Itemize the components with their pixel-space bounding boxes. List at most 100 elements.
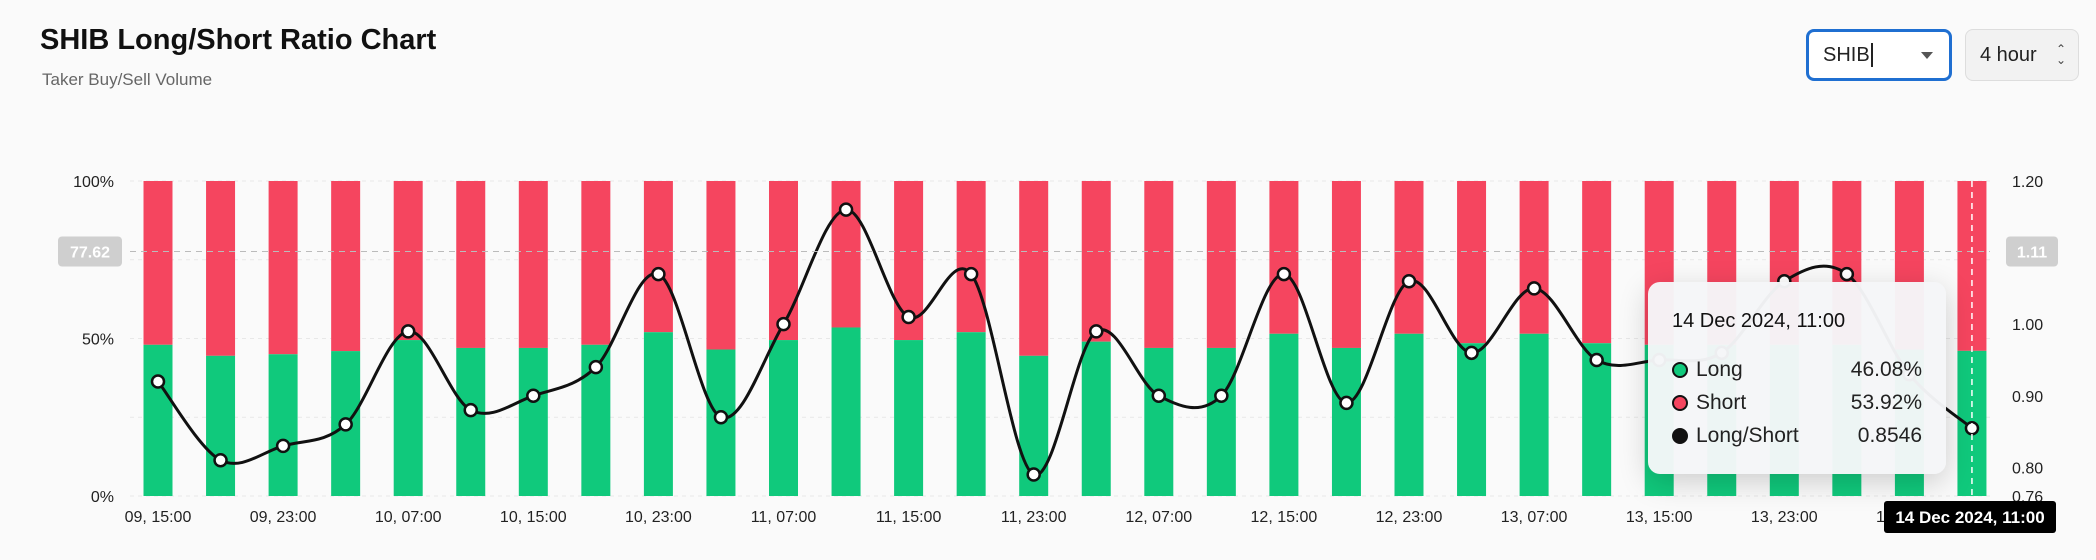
up-down-chevron-icon[interactable]: ⌃ ⌄ — [2055, 42, 2066, 67]
ratio-point — [776, 316, 791, 332]
long-bar — [1081, 341, 1111, 496]
long-bar — [1394, 333, 1424, 496]
text-cursor — [1870, 43, 1873, 67]
short-bar — [206, 181, 236, 356]
ratio-point — [1339, 395, 1354, 411]
ratio-point — [526, 388, 541, 404]
ratio-point — [588, 359, 604, 375]
x-tick-label: 13, 23:00 — [1751, 509, 1818, 526]
short-bar — [143, 181, 173, 345]
x-tick-label: 10, 15:00 — [500, 509, 567, 526]
long-bar — [643, 332, 673, 496]
x-tick-label: 09, 15:00 — [125, 509, 192, 526]
symbol-select[interactable]: SHIB — [1806, 29, 1952, 81]
ratio-point — [338, 417, 353, 432]
interval-select-value: 4 hour — [1980, 43, 2037, 66]
short-bar — [331, 181, 361, 352]
y-right-tick-label: 0.80 — [2012, 460, 2043, 477]
ratio-point — [651, 266, 666, 282]
long-bar — [1582, 343, 1612, 496]
tooltip-row-long: Long 46.08% — [1672, 353, 1922, 386]
ratio-point — [1401, 273, 1417, 289]
short-bar — [1394, 181, 1424, 334]
ratio-point — [463, 402, 478, 418]
ratio-point — [213, 452, 228, 468]
ratio-dot-icon — [1672, 427, 1688, 444]
x-tick-label: 13, 07:00 — [1501, 509, 1568, 526]
short-bar — [518, 181, 548, 348]
long-bar — [268, 354, 298, 496]
ratio-point — [275, 438, 291, 454]
long-bar — [1331, 347, 1361, 496]
x-tick-label: 10, 23:00 — [625, 509, 692, 526]
short-bar — [268, 181, 298, 355]
chevron-down-icon[interactable] — [1921, 52, 1933, 59]
short-bar — [456, 181, 486, 348]
x-tick-label: 11, 23:00 — [1001, 509, 1067, 526]
ratio-line — [156, 208, 1973, 477]
long-bar — [956, 332, 986, 496]
short-bar — [1081, 181, 1111, 342]
y-left-tick-label: 100% — [73, 174, 114, 191]
y-left-tick-label: 0% — [91, 489, 114, 506]
x-tick-label: 12, 15:00 — [1251, 509, 1318, 526]
ratio-point — [150, 374, 166, 389]
short-bar — [1206, 181, 1236, 348]
long-bar — [1269, 333, 1299, 496]
short-bar — [769, 181, 798, 341]
long-dot-icon — [1672, 361, 1688, 378]
long-bar — [206, 355, 236, 496]
short-bar — [1269, 181, 1299, 334]
crosshair-right-badge — [2006, 236, 2058, 267]
chart-grid — [130, 180, 1990, 497]
x-tick-label: 09, 23:00 — [250, 509, 317, 526]
x-tick-label: 13, 15:00 — [1626, 509, 1693, 526]
long-bar — [518, 347, 548, 496]
ratio-point — [1589, 352, 1604, 368]
ratio-point — [1276, 266, 1292, 282]
short-bar — [1144, 181, 1174, 348]
ratio-point — [1214, 388, 1229, 404]
short-bar — [643, 181, 673, 333]
crosshair-left-badge — [58, 236, 122, 267]
short-bar — [1019, 181, 1049, 356]
short-bar — [706, 181, 736, 350]
long-bar — [1457, 343, 1487, 496]
long-bar — [1519, 333, 1549, 496]
short-bar — [1457, 181, 1487, 344]
crosshair-x-badge — [1884, 501, 2056, 533]
tooltip-row-ratio: Long/Short 0.8546 — [1672, 419, 1922, 452]
x-tick-label: 10, 07:00 — [375, 509, 442, 526]
tooltip-label: Long/Short — [1696, 423, 1799, 447]
interval-select[interactable]: 4 hour ⌃ ⌄ — [1965, 29, 2079, 81]
ratio-point — [1026, 467, 1041, 482]
x-tick-label: 11, 07:00 — [751, 509, 817, 526]
x-tick-label: 11, 15:00 — [876, 509, 942, 526]
ratio-point — [1089, 324, 1104, 339]
long-bar — [831, 327, 861, 496]
long-bar — [894, 340, 924, 496]
tooltip-value: 46.08% — [1850, 357, 1922, 381]
crosshair-right-value: 1.11 — [2017, 244, 2047, 261]
short-bar — [1957, 181, 1987, 351]
short-bar — [581, 181, 611, 345]
crosshair-x-label: 14 Dec 2024, 11:00 — [1895, 508, 2044, 527]
y-right-tick-label: 0.90 — [2012, 389, 2043, 406]
chart-bars — [143, 181, 1987, 496]
short-bar — [956, 181, 986, 333]
short-bar — [393, 181, 423, 341]
tooltip-label: Long — [1696, 357, 1743, 381]
long-bar — [143, 344, 173, 496]
tooltip-value: 53.92% — [1850, 390, 1922, 414]
long-bar — [393, 340, 423, 496]
ratio-point — [400, 324, 416, 339]
short-bar — [1331, 181, 1361, 348]
symbol-select-value: SHIB — [1823, 43, 1870, 66]
ratio-point — [901, 309, 916, 325]
short-dot-icon — [1672, 394, 1688, 411]
ratio-point — [838, 202, 854, 217]
ratio-point — [1151, 388, 1167, 404]
tooltip-row-short: Short 53.92% — [1672, 386, 1922, 419]
